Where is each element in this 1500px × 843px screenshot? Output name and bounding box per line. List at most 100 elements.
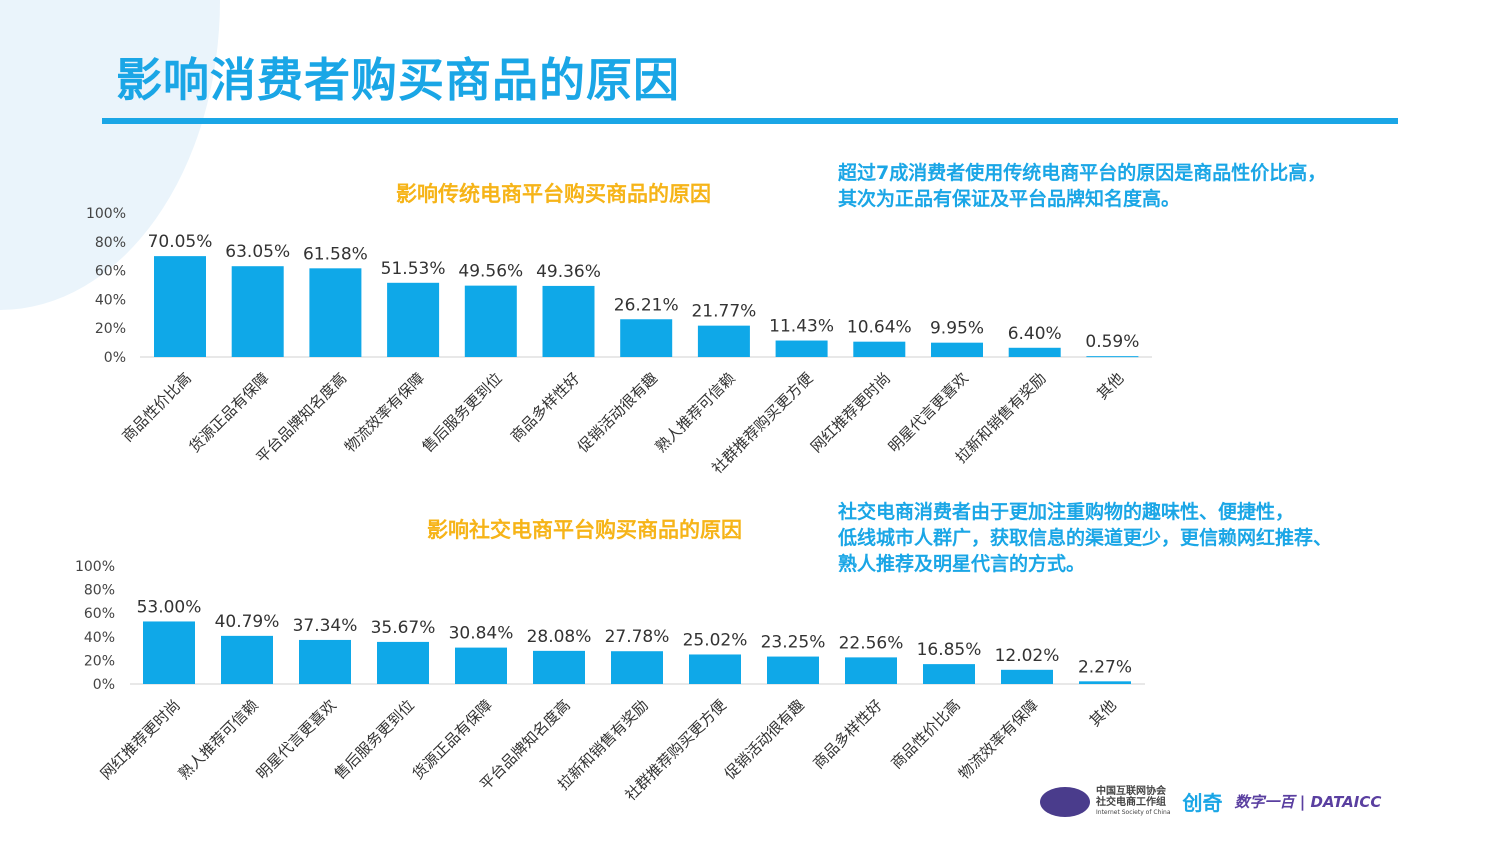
- bar: [775, 340, 828, 357]
- x-category-label: 商品多样性好: [507, 369, 583, 445]
- bar: [1008, 347, 1061, 357]
- bar: [533, 650, 585, 684]
- data-label: 9.95%: [930, 319, 984, 339]
- y-tick-label: 100%: [86, 206, 126, 222]
- data-label: 10.64%: [847, 318, 912, 338]
- y-tick-label: 0%: [93, 677, 115, 693]
- x-category-label: 商品多样性好: [809, 696, 885, 772]
- y-tick-label: 60%: [84, 606, 115, 622]
- x-category-label: 商品性价比高: [887, 696, 963, 772]
- isc-mark-icon: [1040, 786, 1090, 817]
- bar: [542, 285, 595, 357]
- bar: [455, 647, 507, 684]
- data-label: 12.02%: [995, 646, 1060, 666]
- x-category-label: 促销活动很有趣: [574, 369, 661, 456]
- data-label: 63.05%: [225, 242, 290, 262]
- y-tick-label: 60%: [95, 264, 126, 280]
- bar: [923, 664, 975, 684]
- bar: [154, 256, 206, 357]
- bar: [931, 342, 983, 357]
- y-tick-label: 40%: [95, 292, 126, 308]
- x-category-label: 网红推荐更时尚: [807, 369, 894, 456]
- data-label: 26.21%: [614, 295, 679, 315]
- x-category-label: 物流效率有保障: [341, 369, 428, 456]
- y-tick-label: 80%: [95, 235, 126, 251]
- x-category-label: 熟人推荐可信赖: [175, 696, 262, 783]
- bar: [221, 635, 273, 684]
- note-line: 低线城市人群广，获取信息的渠道更少，更信赖网红推荐、: [838, 527, 1333, 549]
- note-line: 社交电商消费者由于更加注重购物的趣味性、便捷性，: [838, 501, 1295, 523]
- bar: [767, 656, 819, 684]
- y-tick-label: 20%: [95, 321, 126, 337]
- bar: [309, 268, 362, 357]
- data-label: 0.59%: [1085, 332, 1139, 352]
- page-title: 影响消费者购买商品的原因: [116, 53, 680, 107]
- data-label: 51.53%: [381, 259, 446, 279]
- data-label: 22.56%: [839, 633, 904, 653]
- bar: [387, 282, 440, 357]
- x-category-label: 其他: [1093, 369, 1127, 403]
- data-label: 25.02%: [683, 630, 748, 650]
- bar: [1086, 356, 1139, 358]
- logo-bar: 中国互联网协会 社交电商工作组 Internet Society of China …: [1040, 786, 1470, 817]
- data-label: 28.08%: [527, 627, 592, 647]
- data-label: 49.36%: [536, 262, 601, 282]
- x-category-label: 售后服务更到位: [419, 369, 506, 456]
- data-label: 30.84%: [449, 624, 514, 644]
- bar: [1079, 681, 1131, 684]
- data-label: 27.78%: [605, 627, 670, 647]
- x-category-label: 物流效率有保障: [955, 696, 1042, 783]
- bar: [299, 639, 351, 684]
- bar: [853, 341, 906, 357]
- data-label: 6.40%: [1008, 324, 1062, 344]
- bar: [689, 654, 741, 684]
- x-category-label: 明星代言更喜欢: [253, 696, 340, 783]
- note-line: 其次为正品有保证及平台品牌知名度高。: [838, 188, 1181, 210]
- data-label: 40.79%: [215, 612, 280, 632]
- title-divider: [102, 118, 1398, 124]
- bar: [845, 657, 897, 684]
- isc-subname: 社交电商工作组: [1096, 797, 1166, 808]
- bar: [620, 319, 673, 357]
- y-tick-label: 40%: [84, 630, 115, 646]
- data-label: 37.34%: [293, 616, 358, 636]
- x-category-label: 熟人推荐可信赖: [652, 369, 739, 456]
- data-label: 49.56%: [458, 262, 523, 282]
- data-label: 70.05%: [148, 232, 213, 252]
- x-category-label: 明星代言更喜欢: [885, 369, 972, 456]
- note-line: 熟人推荐及明星代言的方式。: [838, 553, 1086, 575]
- note-social: 社交电商消费者由于更加注重购物的趣味性、便捷性， 低线城市人群广，获取信息的渠道…: [838, 499, 1478, 577]
- bar: [231, 266, 284, 357]
- data-label: 61.58%: [303, 244, 368, 264]
- note-line: 超过7成消费者使用传统电商平台的原因是商品性价比高，: [838, 162, 1327, 184]
- data-label: 2.27%: [1078, 657, 1132, 677]
- y-tick-label: 0%: [104, 350, 126, 366]
- bar: [611, 651, 663, 684]
- data-label: 16.85%: [917, 640, 982, 660]
- isc-en: Internet Society of China: [1096, 809, 1171, 816]
- x-category-label: 商品性价比高: [118, 369, 194, 445]
- x-category-label: 网红推荐更时尚: [97, 696, 184, 783]
- data-label: 35.67%: [371, 618, 436, 638]
- y-tick-label: 80%: [84, 583, 115, 599]
- isc-name: 中国互联网协会: [1096, 786, 1166, 797]
- data-label: 23.25%: [761, 633, 826, 653]
- y-tick-label: 100%: [75, 559, 115, 575]
- bar: [377, 641, 429, 684]
- bar: [143, 621, 195, 684]
- bar: [1001, 669, 1053, 684]
- x-category-label: 货源正品有保障: [409, 696, 496, 783]
- note-traditional: 超过7成消费者使用传统电商平台的原因是商品性价比高， 其次为正品有保证及平台品牌…: [838, 160, 1478, 212]
- x-category-label: 促销活动很有趣: [721, 696, 808, 783]
- isc-logo: 中国互联网协会 社交电商工作组 Internet Society of China: [1040, 786, 1171, 817]
- y-tick-label: 20%: [84, 653, 115, 669]
- data-label: 11.43%: [769, 317, 834, 337]
- bar: [464, 285, 517, 357]
- dataicc-logo: 数字一百 | DATAICC: [1234, 793, 1382, 811]
- x-category-label: 售后服务更到位: [331, 696, 418, 783]
- data-label: 53.00%: [137, 597, 202, 617]
- bar: [697, 325, 750, 357]
- x-category-label: 其他: [1086, 696, 1120, 730]
- x-category-label: 货源正品有保障: [186, 369, 273, 456]
